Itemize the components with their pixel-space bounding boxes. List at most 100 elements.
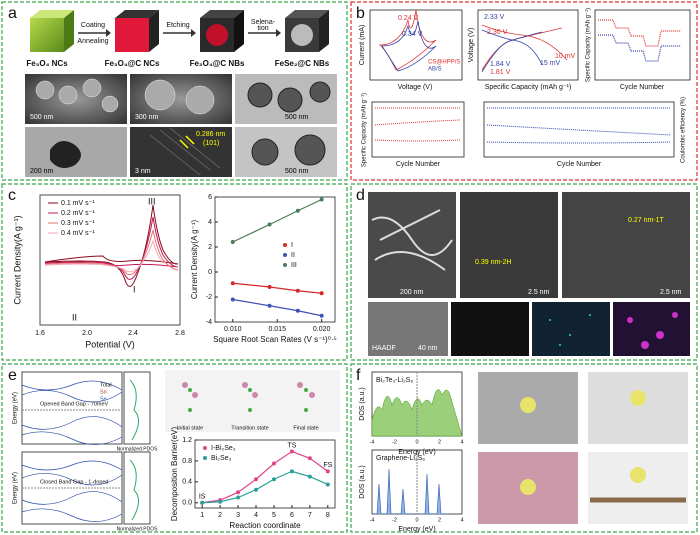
scale-bar: 200 nm [30,168,54,175]
legend-marker [283,263,287,267]
legend: Sn [100,389,107,395]
note: 1.84 V [490,61,511,68]
y-tick-label: -2 [206,294,212,301]
x-label: Energy (eV) [398,526,435,533]
dos-title: Graphene-Li₂S₆ [376,455,425,462]
x-tick-label: 5 [272,512,276,519]
y-label: Current Density(A g⁻¹) [12,215,22,304]
arrow-label: Selena- [251,19,276,26]
scale-bar: 300 nm [135,114,159,121]
stage-label: FeSe₂@C NBs [275,59,330,68]
x-tick-label: 4 [254,512,258,519]
schematic [30,10,329,52]
y-label: Current Density(A g⁻¹) [190,219,199,299]
legend: 0.3 mV s⁻¹ [61,220,95,227]
y-tick-label: 1.2 [182,437,192,444]
legend: 0.1 mV s⁻¹ [61,200,95,207]
image-label: HAADF [372,345,396,352]
x-label: Cycle Number [620,84,665,91]
point [254,487,259,492]
x-tick-label: 8 [326,512,330,519]
point [271,477,276,482]
legend: Total [100,382,112,388]
point [319,197,324,202]
note: 0.24 V [398,15,419,22]
note: 10 mV [555,53,576,60]
point [267,222,272,227]
y-tick-label: 0.4 [182,479,192,486]
x-label: Energy (eV) [398,449,435,456]
y-label: DOS (a.u.) [359,465,366,498]
scale-bar: 2.5 nm [660,289,682,296]
peak: II [72,312,77,322]
lattice-label: 0.27 nm-1T [628,217,665,224]
y-tick-label: 6 [208,194,212,201]
point [200,500,205,505]
y-tick-label: 0 [208,269,212,276]
x-tick-label: 4 [460,517,463,523]
x-tick-label: 2 [218,512,222,519]
chart: 1 2 3 4 5 6 7 8 0.0 0.4 0.8 1.2 Reaction coordinate D… [170,427,336,530]
point [230,240,235,244]
panel-label: f [356,367,361,384]
x-tick-label: 2 [438,517,441,523]
note: 0.34 V [402,31,423,38]
x-tick-label: 4 [460,439,463,445]
band-note: Opened Band Gap - 70meV [40,401,109,407]
y-label: Coulombic efficiency (%) [681,97,687,163]
x-tick-label: -2 [392,517,397,523]
note: 1.81 V [490,69,511,76]
legend-label: Bi₂Se₃ [211,455,232,462]
legend-label: II [291,252,295,259]
x-label: Potential (V) [85,339,135,349]
x-label: Normalized PDOS [117,446,159,452]
arrow-label: Coating [81,22,105,29]
plot-frame [214,196,336,323]
point [218,499,223,504]
point [236,495,241,500]
x-label: Reaction coordinate [229,521,301,530]
point [230,297,235,302]
x-tick-label: 0.010 [224,326,242,333]
state-label: Final state [293,425,318,431]
y-label: Energy (eV) [13,472,19,504]
note: 2.30 V [487,29,508,36]
point [267,285,272,289]
f-ticks: -4 -4 -2 -2 0 0 2 2 4 4 [370,439,464,523]
dos-plots [371,371,688,524]
y-label: Specific Capacity (mAh g⁻¹) [362,93,368,167]
point [307,474,312,479]
band-plots [21,371,151,525]
legend: CS@HPP/S [428,60,460,66]
stage-label: Fe₃O₄@C NCs [105,59,160,68]
x-tick-label: 0.015 [268,326,286,333]
point [289,469,294,474]
point [307,456,312,461]
point [325,482,330,487]
point [295,288,300,293]
series-line [232,198,322,243]
note: 2.33 V [484,14,505,21]
x-tick-label: 2.4 [128,330,138,337]
dos-title: Bi₂Te₃-Li₂S₆ [376,377,413,384]
scale-bar: 200 nm [400,289,424,296]
x-tick-label: 3 [236,512,240,519]
stage-label: Fe₃O₄@C NBs [190,59,245,68]
legend: 0.2 mV s⁻¹ [61,210,95,217]
point [319,313,324,318]
cv-legend [48,202,58,234]
x-tick-label: 2.0 [82,330,92,337]
scale-bar: 2.5 nm [528,289,550,296]
y-label: Voltage (V) [468,28,475,63]
point [236,490,241,495]
y-label: DOS (a.u.) [359,387,366,420]
point [295,308,300,313]
arrow-label: Etching [166,22,189,29]
legend: Se [100,396,107,402]
legend-marker [283,253,287,257]
band-note: Closed Band Gap - 1-doped [40,479,109,485]
scale-bar: 500 nm [285,168,309,175]
series-line [232,298,322,317]
